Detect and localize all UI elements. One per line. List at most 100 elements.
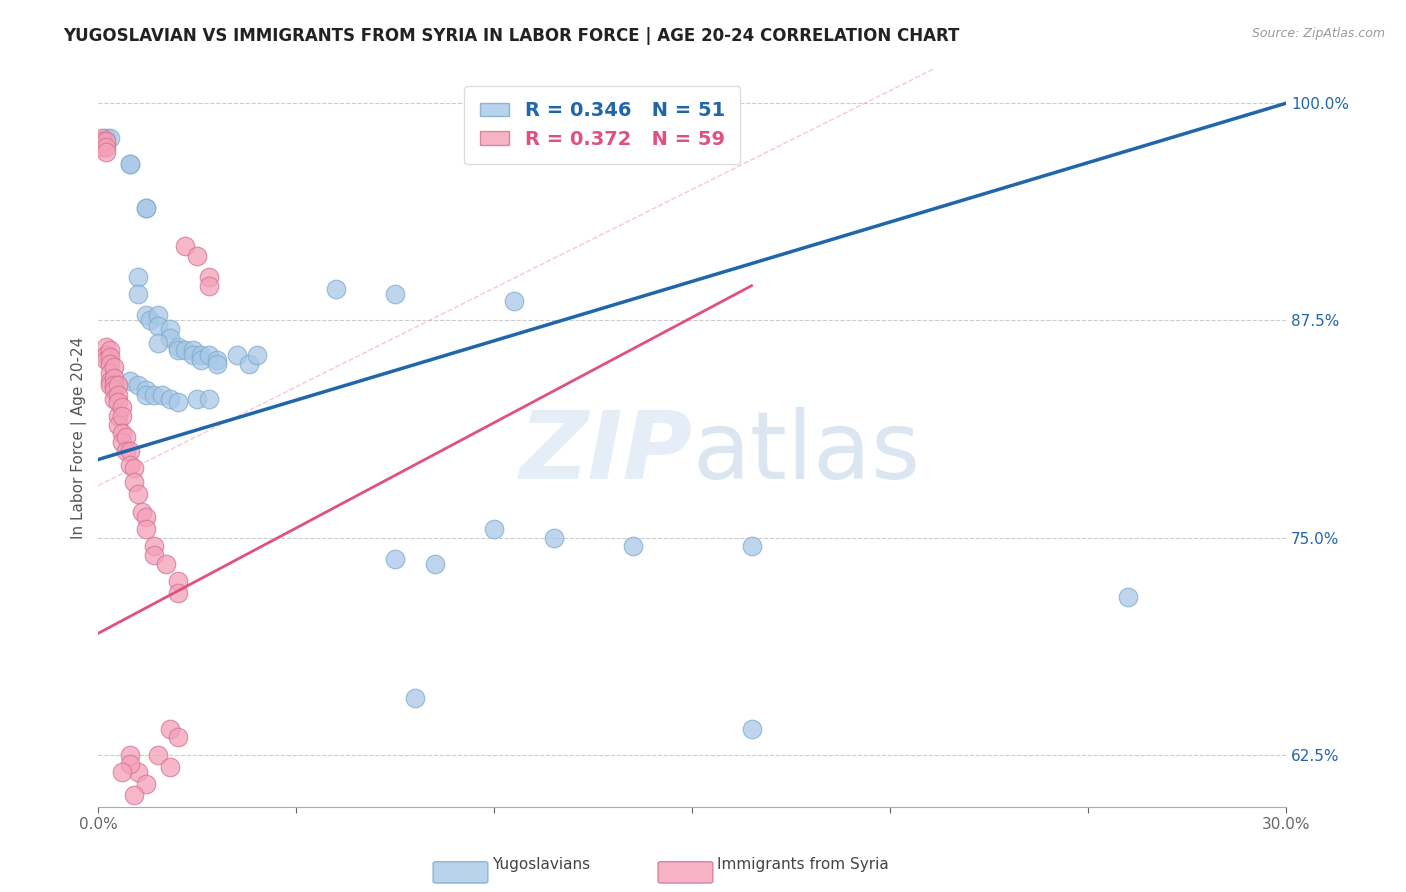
Point	[103, 383, 125, 397]
Point	[503, 294, 526, 309]
Point	[98, 357, 121, 371]
Point	[111, 409, 134, 423]
Point	[741, 539, 763, 553]
Point	[1116, 590, 1139, 604]
Point	[118, 458, 141, 472]
Point	[166, 731, 188, 745]
Point	[205, 357, 228, 371]
Point	[118, 756, 141, 771]
Point	[91, 139, 114, 153]
Point	[146, 336, 169, 351]
Point	[91, 135, 114, 149]
Point	[98, 366, 121, 380]
Point	[198, 348, 221, 362]
Point	[115, 430, 138, 444]
Point	[111, 765, 134, 780]
Point	[111, 426, 134, 441]
Point	[159, 392, 181, 406]
Point	[621, 539, 644, 553]
Point	[404, 690, 426, 705]
Point	[98, 350, 121, 364]
Point	[122, 475, 145, 489]
Point	[198, 270, 221, 285]
Point	[122, 788, 145, 802]
Point	[107, 417, 129, 432]
Point	[103, 392, 125, 406]
Point	[135, 201, 157, 215]
Point	[142, 548, 165, 562]
Point	[146, 318, 169, 333]
Point	[246, 348, 269, 362]
Point	[96, 353, 118, 368]
Point	[142, 388, 165, 402]
Point	[118, 443, 141, 458]
Point	[111, 435, 134, 450]
Point	[166, 586, 188, 600]
Point	[111, 401, 134, 415]
Point	[135, 201, 157, 215]
Point	[186, 392, 208, 406]
Point	[96, 131, 118, 145]
Point	[118, 374, 141, 388]
Point	[543, 531, 565, 545]
Point	[122, 461, 145, 475]
Point	[103, 377, 125, 392]
Point	[384, 287, 406, 301]
Text: atlas: atlas	[692, 407, 921, 499]
Point	[384, 551, 406, 566]
Point	[741, 722, 763, 736]
Point	[183, 343, 205, 357]
Point	[107, 395, 129, 409]
Point	[205, 353, 228, 368]
Point	[186, 249, 208, 263]
Point	[135, 777, 157, 791]
Point	[484, 522, 506, 536]
Y-axis label: In Labor Force | Age 20-24: In Labor Force | Age 20-24	[72, 336, 87, 539]
Point	[198, 278, 221, 293]
Point	[198, 392, 221, 406]
Point	[91, 131, 114, 145]
Point	[146, 747, 169, 762]
Point	[127, 765, 149, 780]
Point	[166, 343, 188, 357]
Text: ZIP: ZIP	[519, 407, 692, 499]
Point	[98, 131, 121, 145]
Point	[225, 348, 247, 362]
Point	[174, 343, 197, 357]
Point	[166, 339, 188, 353]
Point	[190, 348, 212, 362]
Text: YUGOSLAVIAN VS IMMIGRANTS FROM SYRIA IN LABOR FORCE | AGE 20-24 CORRELATION CHAR: YUGOSLAVIAN VS IMMIGRANTS FROM SYRIA IN …	[63, 27, 960, 45]
Point	[150, 388, 173, 402]
Point	[127, 270, 149, 285]
Point	[107, 409, 129, 423]
Point	[98, 377, 121, 392]
Point	[142, 539, 165, 553]
Legend: R = 0.346   N = 51, R = 0.372   N = 59: R = 0.346 N = 51, R = 0.372 N = 59	[464, 86, 741, 164]
Point	[135, 522, 157, 536]
Point	[190, 353, 212, 368]
Point	[103, 360, 125, 375]
Point	[107, 377, 129, 392]
Point	[135, 509, 157, 524]
Point	[166, 574, 188, 588]
Point	[118, 157, 141, 171]
Text: Immigrants from Syria: Immigrants from Syria	[717, 857, 889, 872]
Point	[115, 443, 138, 458]
Point	[423, 557, 446, 571]
Point	[127, 487, 149, 501]
Point	[96, 135, 118, 149]
Point	[139, 313, 162, 327]
Point	[159, 760, 181, 774]
Text: Source: ZipAtlas.com: Source: ZipAtlas.com	[1251, 27, 1385, 40]
Point	[325, 282, 347, 296]
Point	[96, 145, 118, 159]
Point	[183, 348, 205, 362]
Point	[98, 343, 121, 357]
Point	[159, 322, 181, 336]
Point	[135, 383, 157, 397]
Point	[118, 747, 141, 762]
Point	[103, 371, 125, 385]
Point	[166, 395, 188, 409]
Point	[135, 388, 157, 402]
Point	[159, 331, 181, 345]
